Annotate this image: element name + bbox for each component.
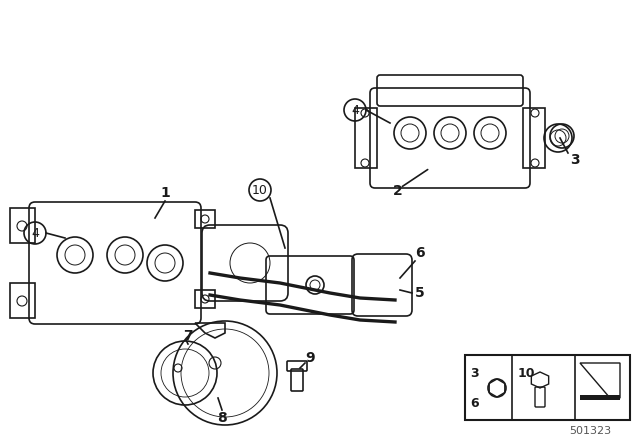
Text: 1: 1 xyxy=(160,186,170,200)
Text: 2: 2 xyxy=(393,184,403,198)
Bar xyxy=(465,355,630,420)
Text: 3: 3 xyxy=(470,366,479,379)
Text: 7: 7 xyxy=(183,329,193,343)
Bar xyxy=(195,290,215,308)
Bar xyxy=(523,108,545,168)
Text: 8: 8 xyxy=(217,411,227,425)
Text: 4: 4 xyxy=(31,227,39,240)
Bar xyxy=(580,395,620,400)
Bar xyxy=(195,210,215,228)
Bar xyxy=(10,208,35,243)
Text: 3: 3 xyxy=(570,153,580,167)
Text: 6: 6 xyxy=(470,396,479,409)
Text: 10: 10 xyxy=(518,366,536,379)
Text: 501323: 501323 xyxy=(569,426,611,436)
Bar xyxy=(355,108,377,168)
Bar xyxy=(10,283,35,318)
Text: 5: 5 xyxy=(415,286,425,300)
Text: 9: 9 xyxy=(305,351,315,365)
Text: 4: 4 xyxy=(351,103,359,116)
Text: 6: 6 xyxy=(415,246,425,260)
Text: 10: 10 xyxy=(252,184,268,197)
